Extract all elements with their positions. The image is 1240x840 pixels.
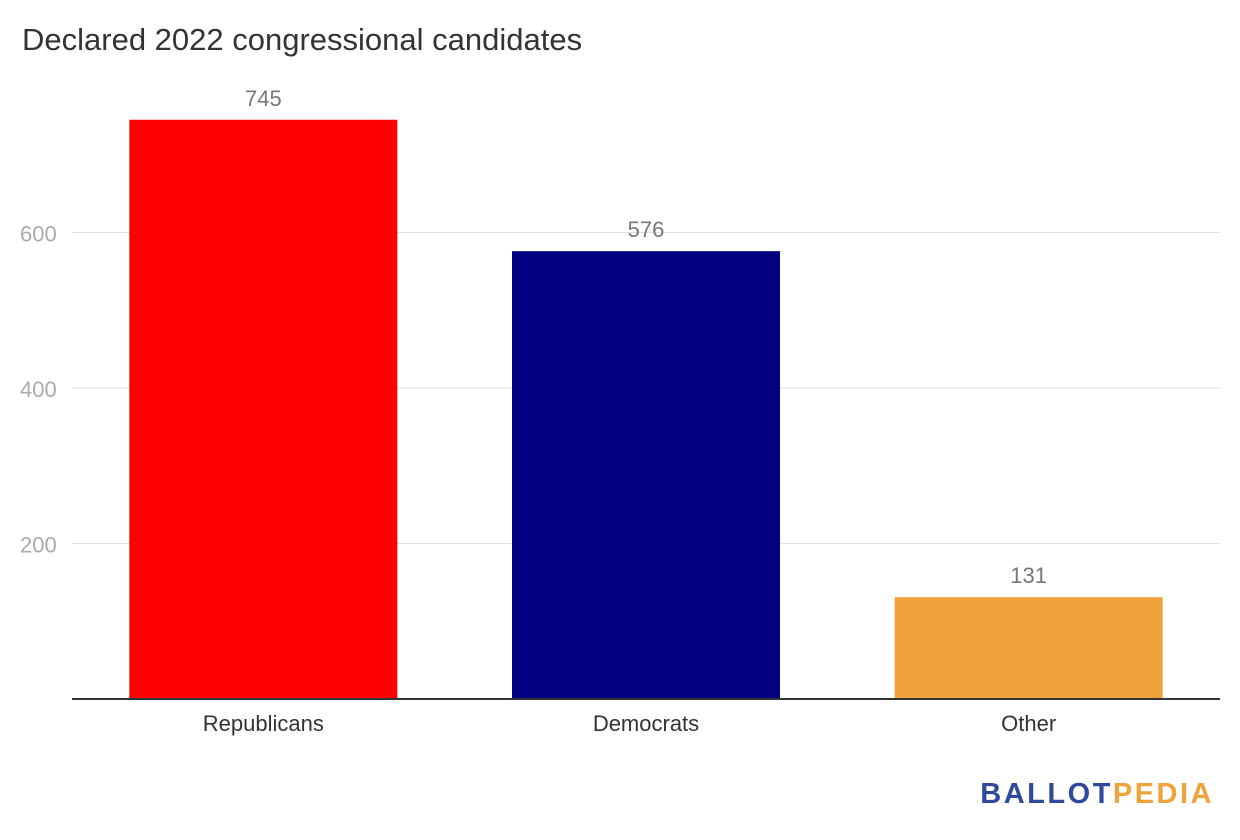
bar-republicans xyxy=(129,119,398,699)
y-axis-ticks: 200 400 600 xyxy=(20,222,57,558)
ballotpedia-logo: BALLOTPEDIA xyxy=(980,778,1214,811)
bar-democrats xyxy=(512,251,780,699)
data-label: 576 xyxy=(628,217,665,242)
x-tick-label: Republicans xyxy=(203,711,324,736)
chart-title: Declared 2022 congressional candidates xyxy=(22,22,583,57)
bars xyxy=(129,119,1163,699)
x-tick-label: Other xyxy=(1001,711,1056,736)
data-label: 131 xyxy=(1010,563,1047,588)
y-tick-label: 400 xyxy=(20,377,57,402)
bar-other xyxy=(894,597,1163,699)
data-labels: 745 576 131 xyxy=(245,86,1047,588)
y-tick-label: 200 xyxy=(20,533,57,558)
x-axis-labels: Republicans Democrats Other xyxy=(203,711,1056,736)
data-label: 745 xyxy=(245,86,282,111)
logo-text-pedia: PEDIA xyxy=(1112,778,1214,810)
x-tick-label: Democrats xyxy=(593,711,699,736)
y-tick-label: 600 xyxy=(20,222,57,247)
logo-text-ballot: BALLOT xyxy=(980,778,1113,810)
